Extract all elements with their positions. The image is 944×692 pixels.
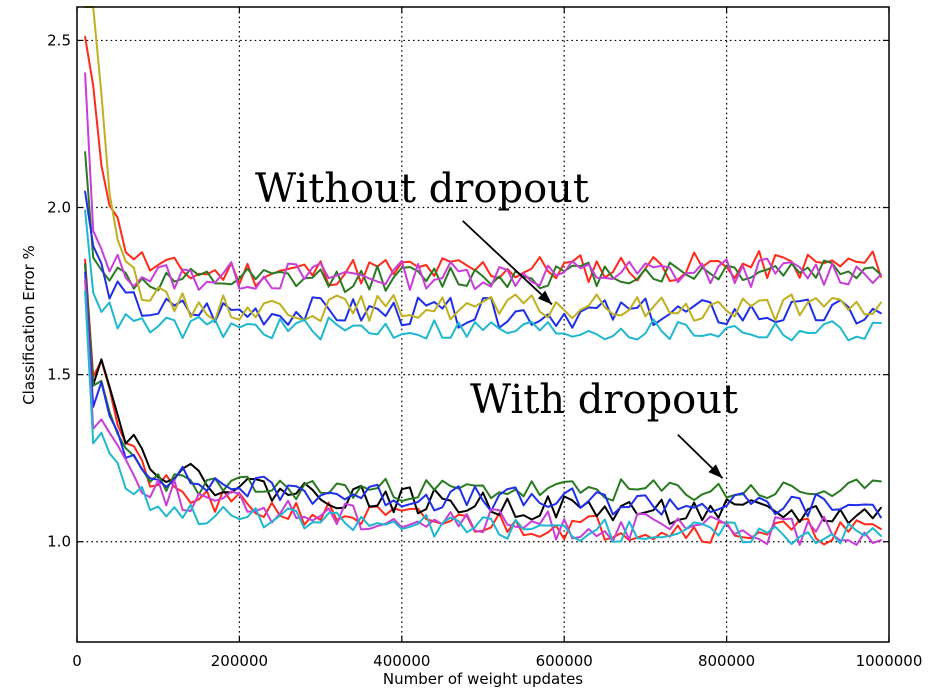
series-line-without-olive bbox=[84, 6, 882, 323]
y-tick-label: 2.5 bbox=[47, 31, 71, 49]
y-axis-title: Classification Error % bbox=[20, 245, 38, 405]
series-lines bbox=[84, 6, 882, 546]
x-tick-label: 800000 bbox=[698, 652, 755, 670]
series-line-without-blue bbox=[84, 190, 882, 329]
annotation-arrow-with-dropout bbox=[677, 434, 724, 479]
x-tick-label: 0 bbox=[72, 652, 82, 670]
plot-frame bbox=[76, 6, 890, 643]
x-tick-labels: 0 200000 400000 600000 800000 1000000 bbox=[72, 652, 922, 670]
x-tick-label: 1000000 bbox=[856, 652, 923, 670]
y-tick-labels: 1.0 1.5 2.0 2.5 bbox=[47, 31, 71, 550]
annotation-with-dropout: With dropout bbox=[470, 377, 738, 423]
series-line-without-red bbox=[84, 35, 882, 288]
annotation-arrow-without-dropout bbox=[462, 220, 553, 306]
series-line-with-cyan bbox=[84, 290, 882, 546]
grid bbox=[77, 7, 889, 642]
x-axis-title: Number of weight updates bbox=[383, 670, 583, 688]
series-line-without-cyan bbox=[84, 209, 882, 342]
tick-marks bbox=[76, 7, 890, 642]
series-line-without-magenta bbox=[84, 72, 882, 291]
series-line-with-magenta bbox=[84, 279, 882, 546]
y-tick-label: 2.0 bbox=[47, 199, 71, 217]
y-tick-label: 1.0 bbox=[47, 533, 71, 551]
x-tick-label: 400000 bbox=[373, 652, 430, 670]
y-tick-label: 1.5 bbox=[47, 366, 71, 384]
series-line-with-green bbox=[84, 263, 882, 502]
x-tick-label: 200000 bbox=[211, 652, 268, 670]
annotation-without-dropout: Without dropout bbox=[255, 166, 589, 212]
series-line-with-blue bbox=[84, 271, 882, 519]
x-tick-label: 600000 bbox=[536, 652, 593, 670]
